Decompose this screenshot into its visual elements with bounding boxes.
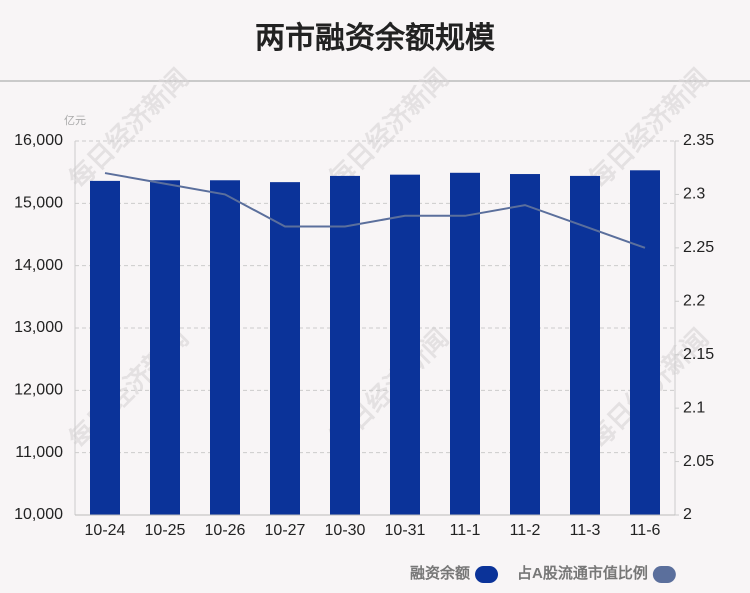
y-tick-label: 14,000 [14, 257, 63, 274]
y-tick-label: 11,000 [15, 444, 63, 461]
legend-label: 融资余额 [410, 564, 470, 582]
bar [330, 175, 360, 515]
y-unit: 亿元 [64, 114, 86, 127]
y-tick-label: 16,000 [14, 132, 63, 149]
y-tick-label: 10,000 [14, 506, 63, 523]
y2-tick-label: 2.2 [683, 293, 705, 310]
bar [510, 174, 540, 515]
x-tick-label: 10-25 [145, 522, 186, 539]
x-tick-label: 11-6 [630, 522, 661, 539]
bar [450, 172, 480, 516]
bar [90, 180, 120, 516]
legend-swatch [652, 566, 676, 583]
x-tick-label: 10-31 [385, 522, 426, 539]
x-tick-label: 10-26 [205, 522, 246, 539]
y2-tick-label: 2.15 [683, 346, 714, 363]
x-tick-label: 10-24 [85, 522, 126, 539]
y2-tick-label: 2.3 [683, 186, 705, 203]
x-tick-label: 11-3 [570, 522, 601, 539]
bar [210, 180, 240, 515]
y-tick-label: 13,000 [14, 319, 63, 336]
y-tick-label: 15,000 [14, 195, 63, 212]
y2-tick-label: 2.05 [683, 453, 714, 470]
y2-tick-label: 2.1 [683, 399, 705, 416]
y-tick-label: 12,000 [14, 382, 63, 399]
bar [150, 180, 180, 515]
x-tick-label: 10-27 [265, 522, 306, 539]
bar [630, 170, 660, 515]
line [104, 172, 646, 249]
bar [390, 174, 420, 515]
y2-tick-label: 2 [683, 506, 692, 523]
y2-tick-label: 2.25 [683, 239, 714, 256]
legend-swatch [475, 566, 499, 583]
x-tick-label: 10-30 [325, 522, 366, 539]
bar [570, 175, 600, 515]
y2-tick-label: 2.35 [683, 132, 714, 149]
legend-label: 占A股流通市值比例 [517, 564, 648, 582]
x-tick-label: 11-1 [450, 522, 481, 539]
x-tick-label: 11-2 [510, 522, 541, 539]
chart-title: 两市融资余额规模 [255, 21, 495, 55]
bar [270, 182, 300, 515]
